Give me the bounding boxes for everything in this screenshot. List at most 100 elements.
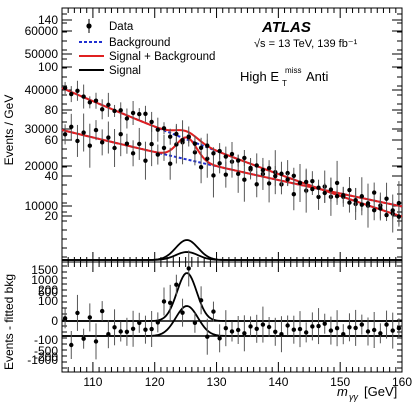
data-point-lower <box>167 134 173 139</box>
residual-point <box>186 266 191 271</box>
data-point-upper <box>75 138 80 144</box>
data-point-upper <box>396 200 402 206</box>
data-point-lower <box>130 110 136 116</box>
residual-point <box>297 326 303 332</box>
data-point-upper <box>217 161 222 166</box>
data-point-upper <box>291 192 297 197</box>
data-point-lower <box>310 186 315 192</box>
data-point-lower <box>291 173 297 178</box>
residual-point <box>99 308 105 314</box>
y-tick-label-upper: 60 <box>45 133 59 147</box>
residual-point <box>149 326 154 332</box>
residual-point <box>285 323 290 328</box>
data-point-upper <box>161 145 167 151</box>
residual-point <box>167 300 173 306</box>
residual-point <box>328 328 334 333</box>
data-point-upper <box>99 140 105 145</box>
data-point-upper <box>211 173 216 178</box>
data-point-upper <box>106 135 111 140</box>
data-point-upper <box>223 172 229 177</box>
data-point-lower <box>75 88 80 93</box>
data-point-lower <box>353 197 358 203</box>
data-point-lower <box>297 180 303 186</box>
data-point-lower <box>365 201 371 206</box>
data-point-upper <box>347 187 352 193</box>
residual-point <box>161 299 167 304</box>
data-point-lower <box>316 185 321 190</box>
y-tick-label-lower: -100 <box>34 333 58 347</box>
data-point-upper <box>69 124 74 130</box>
residual-point <box>291 327 297 332</box>
data-point-lower <box>371 208 377 213</box>
residual-point <box>341 332 346 337</box>
residual-point <box>266 324 272 330</box>
data-point-lower <box>106 102 111 108</box>
data-point-lower <box>303 179 309 185</box>
data-point-lower <box>205 143 210 148</box>
data-point-lower <box>62 85 68 91</box>
x-tick-label: 150 <box>330 375 350 389</box>
data-point-upper <box>235 171 241 177</box>
x-axis-label-var: m <box>337 384 348 399</box>
residual-point <box>235 327 241 333</box>
data-point-lower <box>341 193 346 198</box>
y-tick-label-upper: 50000 <box>25 47 59 61</box>
data-point-lower <box>273 173 278 179</box>
data-point-upper <box>174 142 179 147</box>
data-point-lower <box>93 98 99 103</box>
residual-point <box>137 320 142 325</box>
residual-point <box>81 336 86 341</box>
data-point-upper <box>192 150 198 155</box>
x-axis-label: m γγ [GeV] <box>337 384 397 402</box>
data-point-lower <box>118 108 123 113</box>
legend: Data Background Signal + Background Sign… <box>79 19 215 77</box>
data-point-upper <box>334 180 340 186</box>
residual-point <box>242 331 247 336</box>
data-point-lower <box>69 91 74 97</box>
y-tick-label-upper: 40 <box>45 169 59 183</box>
legend-signal-bkg-label: Signal + Background <box>109 51 215 63</box>
residual-point <box>130 326 136 331</box>
data-point-lower <box>174 131 179 137</box>
data-point-upper <box>285 170 290 176</box>
x-tick-label: 110 <box>83 375 102 389</box>
data-point-lower <box>334 194 340 199</box>
category-label: High E miss T Anti <box>240 66 329 88</box>
residual-point <box>192 320 198 325</box>
data-point-lower <box>211 151 216 156</box>
y-tick-label-upper: 80 <box>45 103 59 117</box>
residual-point <box>180 310 185 315</box>
residual-point <box>260 322 266 327</box>
y-tick-label-upper: 20000 <box>25 159 59 173</box>
x-tick-label: 140 <box>268 375 288 389</box>
data-point-lower <box>322 190 327 196</box>
y-tick-label-lower: 500 <box>38 285 58 299</box>
data-point-upper <box>87 143 93 148</box>
y-tick-label-upper: 30000 <box>25 122 59 136</box>
data-point-lower <box>242 155 247 161</box>
residual-point <box>198 298 204 303</box>
residual-point <box>334 326 340 331</box>
y-tick-label-lower: 1500 <box>31 263 58 277</box>
residual-point <box>106 332 111 337</box>
y-tick-label-lower: -200 <box>34 350 58 364</box>
y-tick-label-lower: -1000 <box>27 353 58 367</box>
data-point-lower <box>396 214 402 219</box>
data-point-upper <box>371 190 377 195</box>
residual-point <box>62 316 68 321</box>
data-point-upper <box>93 127 99 133</box>
data-point-lower <box>235 158 241 163</box>
x-tick-label: 120 <box>145 375 165 389</box>
experiment-label: ATLAS <box>261 19 311 36</box>
data-point-lower <box>87 100 93 105</box>
y-tick-label-lower: 100 <box>38 294 58 308</box>
y-tick-label-upper: 20 <box>45 209 59 223</box>
data-point-upper <box>149 141 154 147</box>
residual-point <box>112 325 117 330</box>
y-tick-label-upper: 40000 <box>25 83 59 97</box>
residual-point <box>310 324 315 329</box>
data-point-upper <box>155 152 161 157</box>
residual-point <box>303 330 309 335</box>
data-point-upper <box>130 151 136 156</box>
data-point-lower <box>124 116 130 121</box>
